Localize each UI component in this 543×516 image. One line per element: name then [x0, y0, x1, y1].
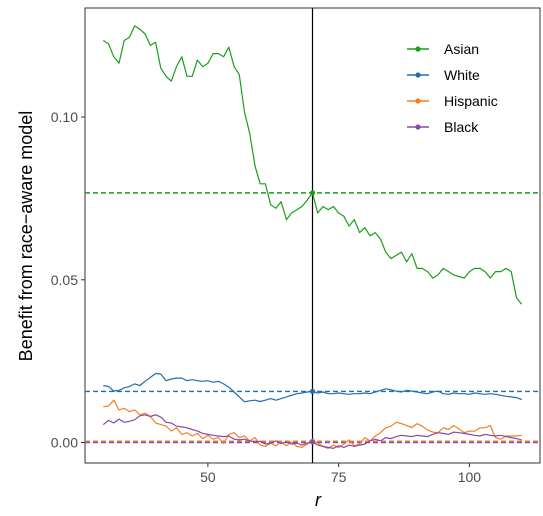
x-tick-label: 50	[200, 469, 216, 485]
legend: Asian White Hispanic Black	[407, 41, 498, 135]
y-tick-label: 0.10	[51, 109, 78, 125]
legend-key-point	[415, 98, 421, 104]
legend-item-asian: Asian	[407, 41, 479, 57]
legend-key-point	[415, 46, 421, 52]
legend-label: Hispanic	[444, 93, 498, 109]
x-tick-label: 100	[458, 469, 482, 485]
legend-label: White	[444, 67, 480, 83]
point-black	[309, 439, 316, 445]
y-tick-label: 0.00	[51, 434, 78, 450]
point-white	[309, 388, 316, 394]
point-asian	[309, 190, 316, 196]
legend-item-black: Black	[407, 119, 479, 135]
legend-key-point	[415, 124, 421, 130]
legend-label: Black	[444, 119, 479, 135]
y-axis-title: Benefit from race−aware model	[16, 111, 36, 362]
x-tick-label: 75	[331, 469, 347, 485]
y-tick-label: 0.05	[51, 272, 78, 288]
legend-label: Asian	[444, 41, 479, 57]
x-axis-title: r	[315, 490, 322, 510]
x-axis: 50 75 100	[200, 463, 481, 485]
y-axis: 0.00 0.05 0.10	[51, 109, 85, 450]
legend-item-white: White	[407, 67, 480, 83]
marker-points	[309, 190, 316, 445]
legend-item-hispanic: Hispanic	[407, 93, 498, 109]
legend-key-point	[415, 72, 421, 78]
